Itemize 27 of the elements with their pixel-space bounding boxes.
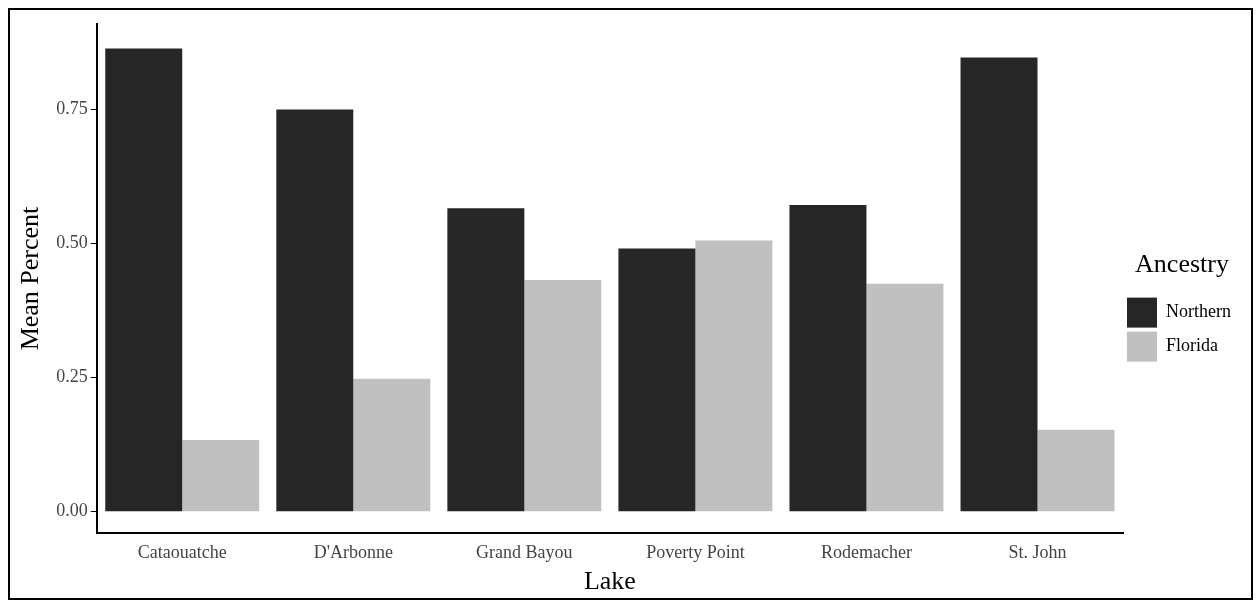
y-axis-title: Mean Percent	[15, 205, 45, 351]
bar	[447, 208, 525, 512]
y-tick-label: 0.50	[56, 232, 88, 253]
legend-label: Florida	[1166, 335, 1219, 356]
x-axis-title: Lake	[583, 566, 636, 596]
bar	[353, 378, 431, 512]
x-tick-label: St. John	[1008, 541, 1067, 562]
bar	[182, 439, 260, 512]
bar	[276, 109, 354, 512]
bar	[866, 283, 944, 512]
bar	[695, 240, 773, 512]
y-tick-label: 0.75	[56, 98, 88, 119]
x-tick-label: Poverty Point	[646, 541, 745, 562]
bar	[524, 280, 602, 512]
bar	[1037, 429, 1115, 512]
bar	[789, 205, 867, 512]
y-tick-label: 0.25	[56, 366, 88, 387]
x-tick-label: Grand Bayou	[476, 541, 573, 562]
legend-label: Northern	[1166, 301, 1232, 322]
x-tick-label: D'Arbonne	[313, 541, 393, 562]
bar	[618, 248, 696, 512]
legend-title: Ancestry	[1135, 249, 1229, 279]
x-tick-label: Cataouatche	[137, 541, 227, 562]
y-tick-label: 0.00	[56, 500, 88, 521]
bar	[960, 57, 1038, 512]
bar	[105, 48, 183, 512]
x-tick-label: Rodemacher	[820, 541, 912, 562]
